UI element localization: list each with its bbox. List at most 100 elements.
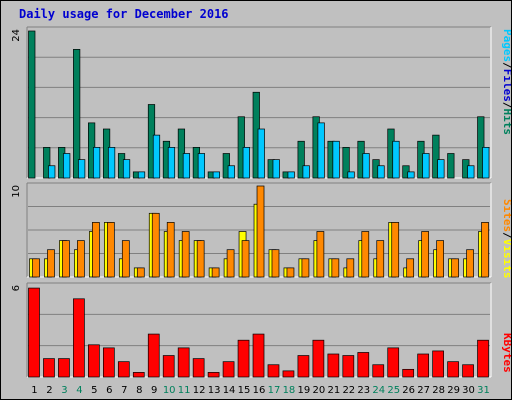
panel-3-y-max-label: 6 <box>11 285 22 291</box>
files-bar <box>197 153 205 179</box>
kbytes-bar <box>402 368 415 378</box>
sites-bar <box>136 267 145 278</box>
files-bar <box>242 147 250 179</box>
x-tick-label: 28 <box>432 385 445 396</box>
kbytes-bar <box>297 355 310 378</box>
kbytes-bar <box>267 364 280 378</box>
legend-kbytes: KBytes <box>501 333 512 373</box>
files-bar <box>212 171 220 179</box>
sites-bar <box>361 231 370 278</box>
x-tick-label: 17 <box>268 385 281 396</box>
x-tick-label: 20 <box>313 385 326 396</box>
sites-bar <box>301 258 310 278</box>
sites-bar <box>391 222 400 278</box>
sites-bar <box>181 231 190 278</box>
legend-separator: / <box>501 62 512 69</box>
hits-bar <box>43 147 51 179</box>
legend-sites: Sites <box>501 199 512 232</box>
hits-bar <box>28 30 36 179</box>
x-tick-label: 27 <box>417 385 430 396</box>
kbytes-bar <box>237 339 250 378</box>
x-tick-label: 13 <box>208 385 221 396</box>
kbytes-bar <box>192 358 205 378</box>
sites-bar <box>77 240 85 278</box>
kbytes-bar <box>327 353 340 378</box>
files-bar <box>407 171 415 179</box>
kbytes-bar <box>417 353 430 378</box>
kbytes-bar <box>73 298 85 378</box>
sites-bar <box>256 185 265 278</box>
kbytes-bar <box>177 347 190 378</box>
hits-bar <box>432 134 440 179</box>
sites-bar <box>226 249 235 278</box>
files-bar <box>272 159 280 179</box>
sites-bar <box>121 240 130 278</box>
sites-bar <box>316 231 325 278</box>
kbytes-bar <box>28 287 40 378</box>
chart-title: Daily usage for December 2016 <box>19 7 229 21</box>
sites-bar <box>32 258 40 278</box>
panel-3-side-legend: KBytes <box>501 333 512 373</box>
sites-bar <box>481 222 489 278</box>
kbytes-bar <box>462 364 474 378</box>
legend-pages: Pages <box>501 29 512 62</box>
files-bar <box>437 159 445 179</box>
x-tick-label: 3 <box>61 385 67 396</box>
sites-bar <box>466 249 474 278</box>
sites-bar <box>196 240 205 278</box>
files-bar <box>392 140 400 179</box>
panel-1-side-legend: Pages/Files/Hits <box>501 29 512 135</box>
x-tick-label: 7 <box>121 385 127 396</box>
panel-2-side-legend: Sites/Visits <box>501 199 512 279</box>
sites-bar <box>166 222 175 278</box>
legend-visits: Visits <box>501 239 512 279</box>
x-tick-label: 22 <box>342 385 355 396</box>
sites-bar <box>451 258 459 278</box>
x-tick-label: 8 <box>136 385 142 396</box>
sites-bar <box>106 222 115 278</box>
files-bar <box>167 147 176 179</box>
x-tick-label: 4 <box>76 385 82 396</box>
files-bar <box>362 153 370 179</box>
kbytes-bar <box>102 347 115 378</box>
files-bar <box>347 171 355 179</box>
sites-bar <box>376 240 385 278</box>
x-tick-label: 19 <box>298 385 311 396</box>
kbytes-bar <box>372 364 385 378</box>
sites-bar <box>62 240 70 278</box>
x-tick-label: 1 <box>31 385 37 396</box>
x-tick-label: 2 <box>46 385 52 396</box>
x-tick-label: 16 <box>253 385 266 396</box>
files-bar <box>467 165 475 179</box>
legend-hits: Hits <box>501 109 512 136</box>
x-tick-label: 12 <box>193 385 206 396</box>
kbytes-bar <box>117 361 130 378</box>
files-bar <box>257 128 265 179</box>
x-tick-label: 14 <box>223 385 236 396</box>
x-tick-label: 21 <box>327 385 340 396</box>
sites-bar <box>436 240 444 278</box>
files-bar <box>93 147 101 179</box>
sites-bar <box>92 222 100 278</box>
files-bar <box>152 134 161 179</box>
files-bar <box>377 165 385 179</box>
sites-bar <box>421 231 430 278</box>
files-bar <box>482 147 490 179</box>
x-tick-label: 29 <box>447 385 460 396</box>
kbytes-bar <box>252 333 265 378</box>
files-bar <box>422 153 430 179</box>
panel-1-y-max-label: 24 <box>11 29 22 42</box>
x-tick-label: 15 <box>238 385 251 396</box>
files-bar <box>287 171 295 179</box>
kbytes-bar <box>357 352 370 378</box>
x-tick-label: 26 <box>402 385 415 396</box>
hits-bar <box>447 153 455 179</box>
files-bar <box>182 153 191 179</box>
kbytes-bar <box>43 358 55 378</box>
sites-bar <box>47 249 55 278</box>
x-tick-label: 25 <box>387 385 400 396</box>
sites-bar <box>151 212 160 278</box>
x-tick-label: 10 <box>163 385 176 396</box>
